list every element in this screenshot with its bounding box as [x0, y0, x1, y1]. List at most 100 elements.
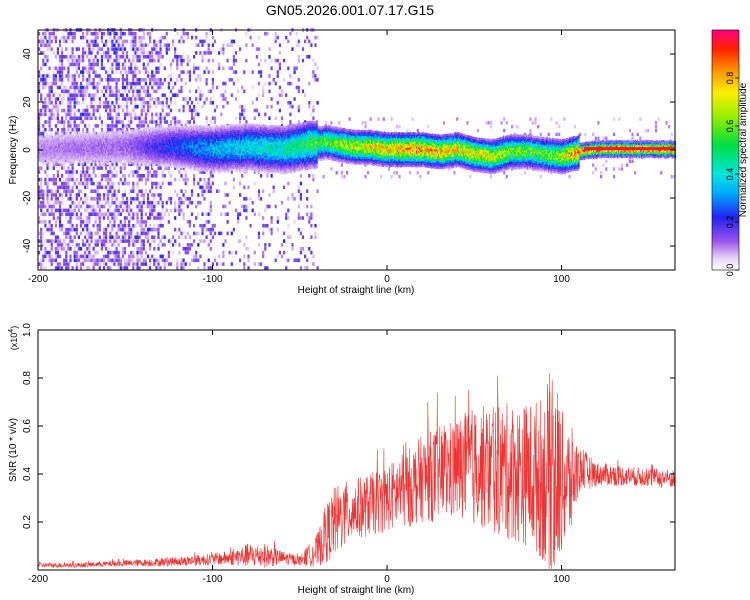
spectrogram-cell — [115, 197, 118, 201]
spectrogram-cell — [130, 39, 133, 44]
spectrogram-cell — [134, 146, 136, 149]
spectrogram-cell — [52, 147, 55, 150]
spectrogram-cell — [199, 78, 202, 82]
spectrogram-cell — [270, 104, 273, 109]
spectrogram-cell — [144, 133, 147, 136]
spectrogram-cell — [83, 133, 85, 136]
spectrogram-cell — [96, 181, 99, 186]
spectrogram-cell — [52, 204, 55, 209]
spectrogram-cell — [660, 171, 663, 175]
spectrogram-cell — [130, 200, 133, 205]
spectrogram-cell — [117, 158, 119, 161]
spectrogram-cell — [71, 148, 73, 151]
spectrogram-cell — [78, 141, 81, 144]
spectrogram-cell — [140, 243, 143, 247]
spectrogram-cell — [84, 151, 86, 154]
spectrogram-cell — [92, 131, 94, 134]
spectrogram-cell — [107, 124, 110, 128]
spectrogram-cell — [146, 85, 150, 90]
spectrogram-cell — [82, 153, 84, 156]
spectrogram-cell — [293, 70, 296, 74]
spectrogram-cell — [142, 116, 145, 120]
spectrogram-cell — [142, 35, 145, 40]
spectrogram-cell — [101, 147, 104, 150]
spectrogram-cell — [137, 129, 139, 132]
spectrogram-cell — [124, 130, 127, 133]
spectrogram-cell — [312, 58, 315, 63]
spectrogram-cell — [92, 266, 95, 270]
spectrogram-cell — [87, 136, 89, 139]
spectrogram-cell — [95, 155, 97, 158]
spectrogram-cell — [100, 66, 103, 71]
spectrogram-cell — [69, 220, 72, 224]
spectrogram-cell — [79, 116, 83, 120]
spectrogram-cell — [151, 135, 153, 138]
spectrogram-cell — [141, 152, 144, 155]
spectrogram-cell — [56, 120, 59, 124]
spectrogram-cell — [54, 208, 57, 213]
spectrogram-cell — [134, 130, 136, 133]
spectrogram-cell — [96, 200, 99, 205]
spectrogram-cell — [109, 143, 111, 146]
spectrogram-cell — [86, 216, 89, 220]
spectrogram-cell — [48, 254, 51, 259]
spectrogram-cell — [38, 216, 41, 220]
spectrogram-cell — [87, 133, 89, 136]
spectrogram-cell — [182, 247, 185, 251]
spectrogram-cell — [126, 74, 129, 78]
spectrogram-cell — [118, 152, 120, 155]
spectrogram-cell — [106, 150, 108, 153]
spectrogram-cell — [63, 89, 66, 94]
spectrogram-cell — [63, 148, 65, 151]
spectrogram-cell — [129, 157, 131, 160]
spectrogram-cell — [149, 120, 152, 124]
spectrogram-cell — [46, 58, 49, 63]
spectrogram-cell — [222, 43, 225, 47]
spectrogram-cell — [665, 121, 668, 125]
spectrogram-cell — [86, 220, 89, 224]
spectrogram-cell — [180, 58, 183, 63]
spectrogram-cell — [82, 133, 84, 136]
spectrogram-cell — [138, 177, 141, 182]
spectrogram-cell — [90, 258, 93, 263]
spectrogram-cell — [84, 116, 87, 120]
spectrogram-cell — [51, 155, 53, 158]
spectrogram-cell — [122, 138, 125, 141]
spectrogram-cell — [124, 151, 127, 154]
spectrogram-cell — [63, 120, 66, 124]
spectrogram-cell — [102, 212, 106, 216]
spectrogram-cell — [86, 81, 89, 86]
spectrogram-cell — [61, 51, 64, 55]
spectrogram-cell — [186, 58, 189, 63]
spectrogram-cell — [228, 43, 231, 47]
spectrogram-cell — [71, 136, 73, 139]
spectrogram-cell — [108, 155, 110, 158]
spectrogram-cell — [141, 144, 144, 147]
spectrogram-cell — [104, 134, 106, 137]
spectrogram-cell — [98, 227, 101, 232]
spectrogram-cell — [163, 258, 166, 263]
spectrogram-cell — [73, 124, 76, 128]
spectrogram-cell — [274, 204, 277, 209]
spectrogram-cell — [63, 35, 66, 40]
spectrogram-cell — [52, 177, 55, 182]
spectrogram-cell — [184, 235, 187, 239]
spectrogram-cell — [79, 147, 82, 150]
spectrogram-cell — [140, 39, 143, 44]
spectrogram-cell — [120, 150, 123, 153]
spectrogram-cell — [117, 152, 119, 155]
spectrogram-cell — [211, 58, 214, 63]
spectrogram-cell — [69, 85, 72, 90]
spectrogram-cell — [82, 78, 85, 82]
spectrogram-cell — [155, 51, 158, 55]
spectrogram-cell — [155, 89, 158, 94]
spectrogram-cell — [53, 145, 56, 148]
spectrogram-cell — [132, 129, 134, 132]
spectrogram-cell — [104, 155, 106, 158]
spectrogram-cell — [91, 159, 93, 162]
spectrogram-cell — [146, 134, 149, 137]
spectrogram-cell — [88, 74, 91, 78]
spectrogram-cell — [86, 223, 89, 228]
spectrogram-cell — [94, 39, 97, 44]
spectrogram-cell — [144, 235, 147, 239]
